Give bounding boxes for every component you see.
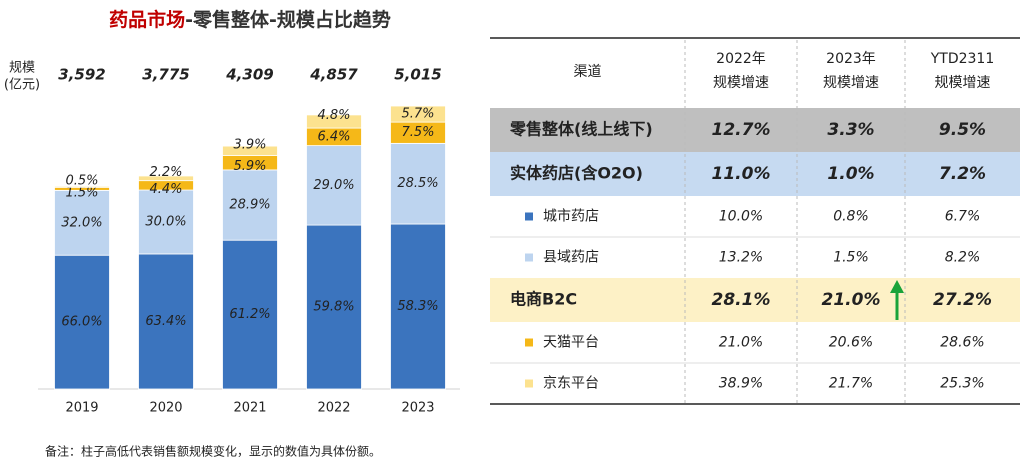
note: 备注：柱子高低代表销售额规模变化，显示的数值为具体份额。: [45, 444, 381, 459]
row-value: 21.7%: [829, 376, 873, 392]
row-value: 12.7%: [712, 120, 771, 140]
row-value: 21.0%: [719, 335, 763, 351]
bar-segment: [390, 223, 446, 390]
header-cell: 规模增速: [713, 75, 769, 91]
header-cell: 规模增速: [823, 75, 879, 91]
row-value: 7.2%: [939, 164, 986, 184]
x-tick-label: 2022: [317, 401, 350, 416]
segment-label: 7.5%: [401, 125, 434, 140]
segment-label: 5.7%: [401, 107, 434, 122]
row-value: 28.6%: [940, 335, 984, 351]
row-value: 6.7%: [945, 209, 981, 225]
bar-segment: [222, 239, 278, 390]
segment-label: 61.2%: [229, 307, 270, 322]
bar-segment: [138, 175, 194, 182]
segment-label: 1.5%: [65, 185, 98, 200]
bar-segment: [306, 224, 362, 390]
segment-label: 32.0%: [61, 215, 102, 230]
row-background: [490, 278, 1020, 322]
total-label: 5,015: [394, 66, 441, 84]
row-label: 城市药店: [543, 208, 599, 225]
x-tick-label: 2020: [149, 401, 182, 416]
row-label: 京东平台: [543, 376, 599, 392]
bar-segment: [390, 105, 446, 123]
segment-label: 3.9%: [233, 137, 266, 152]
row-value: 1.0%: [827, 164, 874, 184]
x-tick-label: 2021: [233, 401, 266, 416]
y-label: (亿元): [4, 78, 40, 93]
row-value: 20.6%: [829, 335, 873, 351]
legend-swatch: [525, 338, 533, 347]
y-label: 规模: [9, 61, 35, 76]
row-label: 零售整体(线上线下): [509, 120, 653, 139]
legend-swatch: [525, 212, 533, 221]
segment-label: 6.4%: [317, 129, 350, 144]
segment-label: 29.0%: [313, 178, 354, 193]
segment-label: 59.8%: [313, 300, 354, 315]
row-value: 25.3%: [940, 376, 984, 392]
chart-title: 药品市场-零售整体-规模占比趋势: [109, 8, 391, 31]
x-tick-label: 2023: [401, 401, 434, 416]
row-value: 9.5%: [939, 120, 986, 140]
segment-label: 5.9%: [233, 159, 266, 174]
segment-label: 66.0%: [61, 315, 102, 330]
row-label: 天猫平台: [543, 335, 599, 351]
bar-segment: [306, 114, 362, 129]
bar-segment: [306, 145, 362, 226]
bar-segment: [222, 169, 278, 241]
row-background: [490, 152, 1020, 196]
row-value: 1.5%: [833, 250, 869, 266]
row-value: 38.9%: [719, 376, 763, 392]
up-arrow: [890, 280, 904, 320]
title-rest: -零售整体-规模占比趋势: [185, 8, 391, 31]
bar-segment: [54, 185, 110, 188]
total-label: 4,857: [309, 66, 358, 84]
row-label: 电商B2C: [510, 290, 577, 309]
row-value: 27.2%: [933, 290, 992, 310]
bar-segment: [54, 189, 110, 256]
bar-segment: [390, 142, 446, 225]
legend-swatch: [525, 253, 533, 262]
header-cell: 2023年: [826, 51, 876, 67]
segment-label: 2.2%: [149, 165, 182, 180]
segment-label: 0.5%: [65, 173, 98, 188]
row-value: 28.1%: [712, 290, 771, 310]
row-value: 3.3%: [827, 120, 874, 140]
row-label: 实体药店(含O2O): [510, 164, 643, 183]
segment-label: 28.5%: [397, 176, 438, 191]
segment-label: 28.9%: [229, 198, 270, 213]
total-label: 3,592: [58, 66, 105, 84]
header-cell: 规模增速: [935, 75, 991, 91]
title-highlight: 药品市场: [109, 8, 185, 31]
legend-swatch: [525, 379, 533, 388]
segment-label: 4.8%: [317, 108, 350, 123]
segment-label: 30.0%: [145, 214, 186, 229]
row-background: [490, 108, 1020, 152]
header-cell: YTD2311: [930, 51, 995, 67]
row-value: 8.2%: [945, 250, 981, 266]
x-tick-label: 2019: [65, 401, 98, 416]
row-label: 县域药店: [543, 250, 599, 266]
total-label: 4,309: [225, 66, 273, 84]
row-value: 13.2%: [719, 250, 763, 266]
arrow-head: [890, 280, 904, 293]
total-label: 3,775: [142, 66, 189, 84]
segment-label: 58.3%: [397, 299, 438, 314]
row-value: 0.8%: [833, 209, 869, 225]
row-value: 11.0%: [712, 164, 771, 184]
segment-label: 63.4%: [145, 314, 186, 329]
bar-segment: [222, 145, 278, 156]
row-value: 21.0%: [822, 290, 881, 310]
row-value: 10.0%: [719, 209, 763, 225]
segment-label: 4.4%: [149, 182, 182, 197]
header-cell: 2022年: [716, 51, 766, 67]
header-cell: 渠道: [574, 64, 602, 80]
